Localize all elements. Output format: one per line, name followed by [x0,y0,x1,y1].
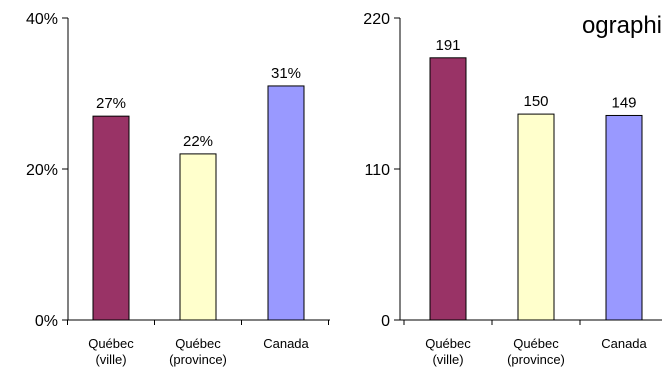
category-label-1: Québec [175,336,221,351]
category-label-0: Québec [425,336,471,351]
y-tick-label: 220 [363,11,390,28]
category-label-2: Canada [601,336,647,351]
data-label-0: 27% [96,95,126,112]
y-tick-label: 110 [364,162,390,179]
data-label-2: 31% [271,65,301,82]
y-tick-label: 0% [35,313,58,330]
data-label-0: 191 [435,37,460,54]
bar-2 [267,85,305,321]
category-label-1: (province) [507,352,565,367]
bar-2 [605,114,643,321]
category-label-0: Québec [88,336,134,351]
data-label-1: 150 [523,93,548,110]
data-label-1: 22% [183,133,213,150]
bar-1 [517,113,555,321]
bar-1 [179,153,217,321]
category-label-1: Québec [513,336,559,351]
y-tick-label: 40% [26,11,58,28]
y-tick-label: 0 [381,313,390,330]
category-label-0: (ville) [95,352,126,367]
y-tick-label: 20% [26,162,58,179]
percent-bar-chart: 0%20%40%27%Québec(ville)22%Québec(provin… [26,11,330,367]
count-bar-chart: 0110220191Québec(ville)150Québec(provinc… [363,11,662,367]
category-label-0: (ville) [432,352,463,367]
data-label-2: 149 [611,94,636,111]
chart-title-fragment: ographi [582,12,662,39]
category-label-1: (province) [169,352,227,367]
bar-0 [92,115,130,321]
bar-0 [429,57,467,321]
category-label-2: Canada [263,336,309,351]
